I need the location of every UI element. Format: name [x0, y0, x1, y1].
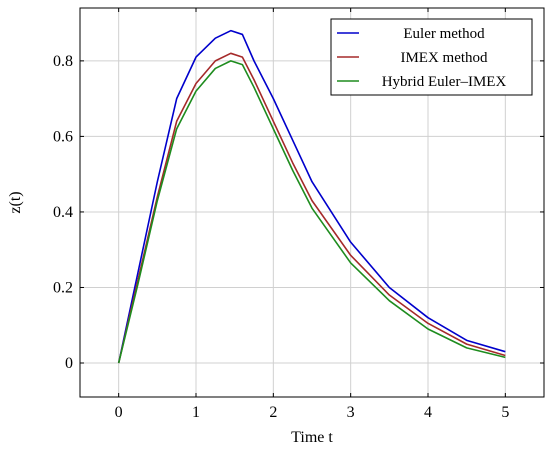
x-tick-label: 4: [424, 404, 432, 421]
x-axis-label: Time t: [291, 429, 333, 446]
plot-frame: [79, 7, 545, 398]
series-line-hybrid-euler-imex: [117, 60, 506, 364]
series-line-imex-method: [117, 52, 506, 364]
series-line-euler-method: [117, 29, 506, 364]
legend-box: [330, 18, 533, 96]
y-tick-label: 0: [65, 355, 73, 372]
x-tick-label: 5: [501, 404, 509, 421]
x-tick-label: 2: [269, 404, 277, 421]
x-tick-label: 1: [192, 404, 200, 421]
legend-label: Hybrid Euler–IMEX: [382, 74, 507, 90]
x-tick-label: 0: [115, 404, 123, 421]
y-tick-label: 0.8: [53, 53, 73, 70]
y-tick-label: 0.4: [53, 204, 73, 221]
ticks: 0 1 2 3 4 5 0 0.2 0.4 0.6 0.8: [53, 8, 544, 421]
legend-label: IMEX method: [400, 50, 488, 66]
y-tick-label: 0.6: [53, 128, 73, 145]
y-axis-label: z(t): [7, 191, 24, 213]
legend: Euler method IMEX method Hybrid Euler–IMEX: [330, 18, 533, 96]
y-tick-label: 0.2: [53, 279, 73, 296]
legend-label: Euler method: [403, 26, 485, 42]
series-lines: [117, 29, 506, 364]
x-tick-label: 3: [347, 404, 355, 421]
